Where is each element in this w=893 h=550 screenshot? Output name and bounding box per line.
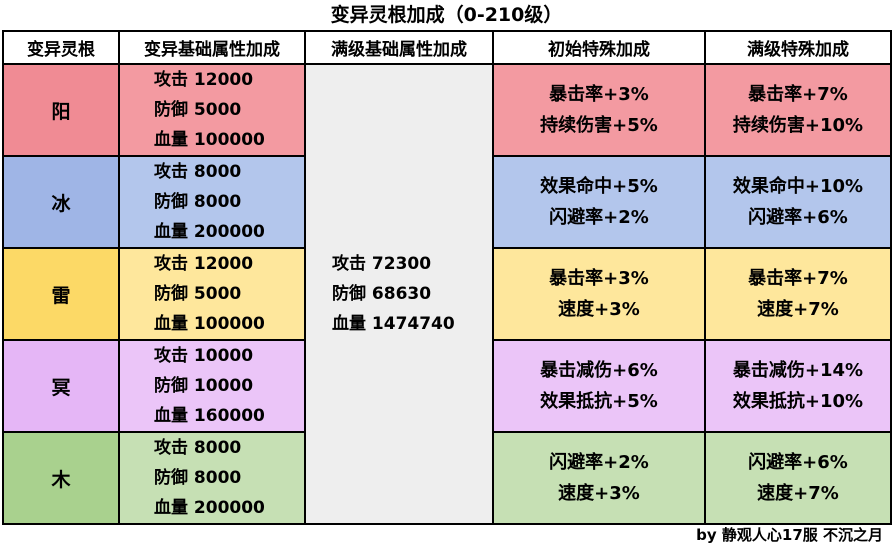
full-special-2: 速度+7% xyxy=(757,299,839,320)
initial-special-2: 速度+3% xyxy=(558,299,640,320)
full-defense: 防御 68630 xyxy=(332,284,432,304)
root-name: 雷 xyxy=(2,247,120,341)
full-special-2: 效果抵抗+10% xyxy=(732,391,864,412)
initial-special-1: 效果命中+5% xyxy=(540,176,658,197)
header-full-base-bonus: 满级基础属性加成 xyxy=(304,30,494,65)
base-hp: 血量 100000 xyxy=(154,130,265,150)
base-defense: 防御 5000 xyxy=(154,284,242,304)
base-bonus-cell: 攻击 12000 防御 5000 血量 100000 xyxy=(118,247,306,341)
full-special-2: 速度+7% xyxy=(757,483,839,504)
base-attack: 攻击 12000 xyxy=(154,254,254,274)
full-level-base-cell: 攻击 72300 防御 68630 血量 1474740 xyxy=(304,63,494,525)
table-row: 雷 攻击 12000 防御 5000 血量 100000 暴击率+3% 速度+3… xyxy=(2,247,892,341)
initial-special-cell: 效果命中+5% 闪避率+2% xyxy=(492,155,706,249)
base-bonus-cell: 攻击 8000 防御 8000 血量 200000 xyxy=(118,155,306,249)
table-row: 木 攻击 8000 防御 8000 血量 200000 闪避率+2% 速度+3%… xyxy=(2,431,892,525)
initial-special-1: 暴击减伤+6% xyxy=(540,360,658,381)
base-hp: 血量 100000 xyxy=(154,314,265,334)
root-name: 阳 xyxy=(2,63,120,157)
full-special-1: 暴击率+7% xyxy=(748,84,848,105)
table-row: 冥 攻击 10000 防御 10000 血量 160000 暴击减伤+6% 效果… xyxy=(2,339,892,433)
full-special-cell: 闪避率+6% 速度+7% xyxy=(704,431,892,525)
base-attack: 攻击 10000 xyxy=(154,346,254,366)
root-name: 木 xyxy=(2,431,120,525)
full-special-1: 闪避率+6% xyxy=(748,452,848,473)
base-defense: 防御 8000 xyxy=(154,468,242,488)
initial-special-cell: 暴击率+3% 速度+3% xyxy=(492,247,706,341)
full-attack: 攻击 72300 xyxy=(332,254,432,274)
base-hp: 血量 200000 xyxy=(154,222,265,242)
header-initial-special: 初始特殊加成 xyxy=(492,30,706,65)
initial-special-1: 暴击率+3% xyxy=(549,84,649,105)
author-credit: by 静观人心17服 不沉之月 xyxy=(696,526,883,544)
full-hp: 血量 1474740 xyxy=(332,314,455,334)
header-full-special: 满级特殊加成 xyxy=(704,30,892,65)
full-special-cell: 效果命中+10% 闪避率+6% xyxy=(704,155,892,249)
header-root: 变异灵根 xyxy=(2,30,120,65)
full-special-1: 暴击率+7% xyxy=(748,268,848,289)
base-attack: 攻击 8000 xyxy=(154,162,242,182)
base-hp: 血量 200000 xyxy=(154,498,265,518)
base-bonus-cell: 攻击 12000 防御 5000 血量 100000 xyxy=(118,63,306,157)
base-attack: 攻击 8000 xyxy=(154,438,242,458)
initial-special-cell: 闪避率+2% 速度+3% xyxy=(492,431,706,525)
base-defense: 防御 5000 xyxy=(154,100,242,120)
base-hp: 血量 160000 xyxy=(154,406,265,426)
table-row: 阳 攻击 12000 防御 5000 血量 100000 攻击 72300 防御… xyxy=(2,63,892,525)
initial-special-2: 效果抵抗+5% xyxy=(540,391,658,412)
full-special-1: 暴击减伤+14% xyxy=(732,360,864,381)
initial-special-cell: 暴击减伤+6% 效果抵抗+5% xyxy=(492,339,706,433)
base-defense: 防御 10000 xyxy=(154,376,254,396)
initial-special-1: 暴击率+3% xyxy=(549,268,649,289)
base-bonus-cell: 攻击 10000 防御 10000 血量 160000 xyxy=(118,339,306,433)
initial-special-2: 闪避率+2% xyxy=(549,207,649,228)
full-special-1: 效果命中+10% xyxy=(732,176,864,197)
initial-special-2: 速度+3% xyxy=(558,483,640,504)
root-name: 冥 xyxy=(2,339,120,433)
initial-special-2: 持续伤害+5% xyxy=(540,115,658,136)
root-name: 冰 xyxy=(2,155,120,249)
bonus-table: 变异灵根 变异基础属性加成 满级基础属性加成 初始特殊加成 满级特殊加成 阳 攻… xyxy=(2,30,892,525)
base-attack: 攻击 12000 xyxy=(154,70,254,90)
page-title: 变异灵根加成（0-210级） xyxy=(330,4,563,26)
initial-special-1: 闪避率+2% xyxy=(549,452,649,473)
table-row: 冰 攻击 8000 防御 8000 血量 200000 效果命中+5% 闪避率+… xyxy=(2,155,892,249)
header-base-bonus: 变异基础属性加成 xyxy=(118,30,306,65)
base-bonus-cell: 攻击 8000 防御 8000 血量 200000 xyxy=(118,431,306,525)
full-special-cell: 暴击减伤+14% 效果抵抗+10% xyxy=(704,339,892,433)
header-row: 变异灵根 变异基础属性加成 满级基础属性加成 初始特殊加成 满级特殊加成 xyxy=(2,30,892,65)
full-special-cell: 暴击率+7% 持续伤害+10% xyxy=(704,63,892,157)
base-defense: 防御 8000 xyxy=(154,192,242,212)
full-special-2: 闪避率+6% xyxy=(748,207,848,228)
full-special-2: 持续伤害+10% xyxy=(732,115,864,136)
full-special-cell: 暴击率+7% 速度+7% xyxy=(704,247,892,341)
initial-special-cell: 暴击率+3% 持续伤害+5% xyxy=(492,63,706,157)
